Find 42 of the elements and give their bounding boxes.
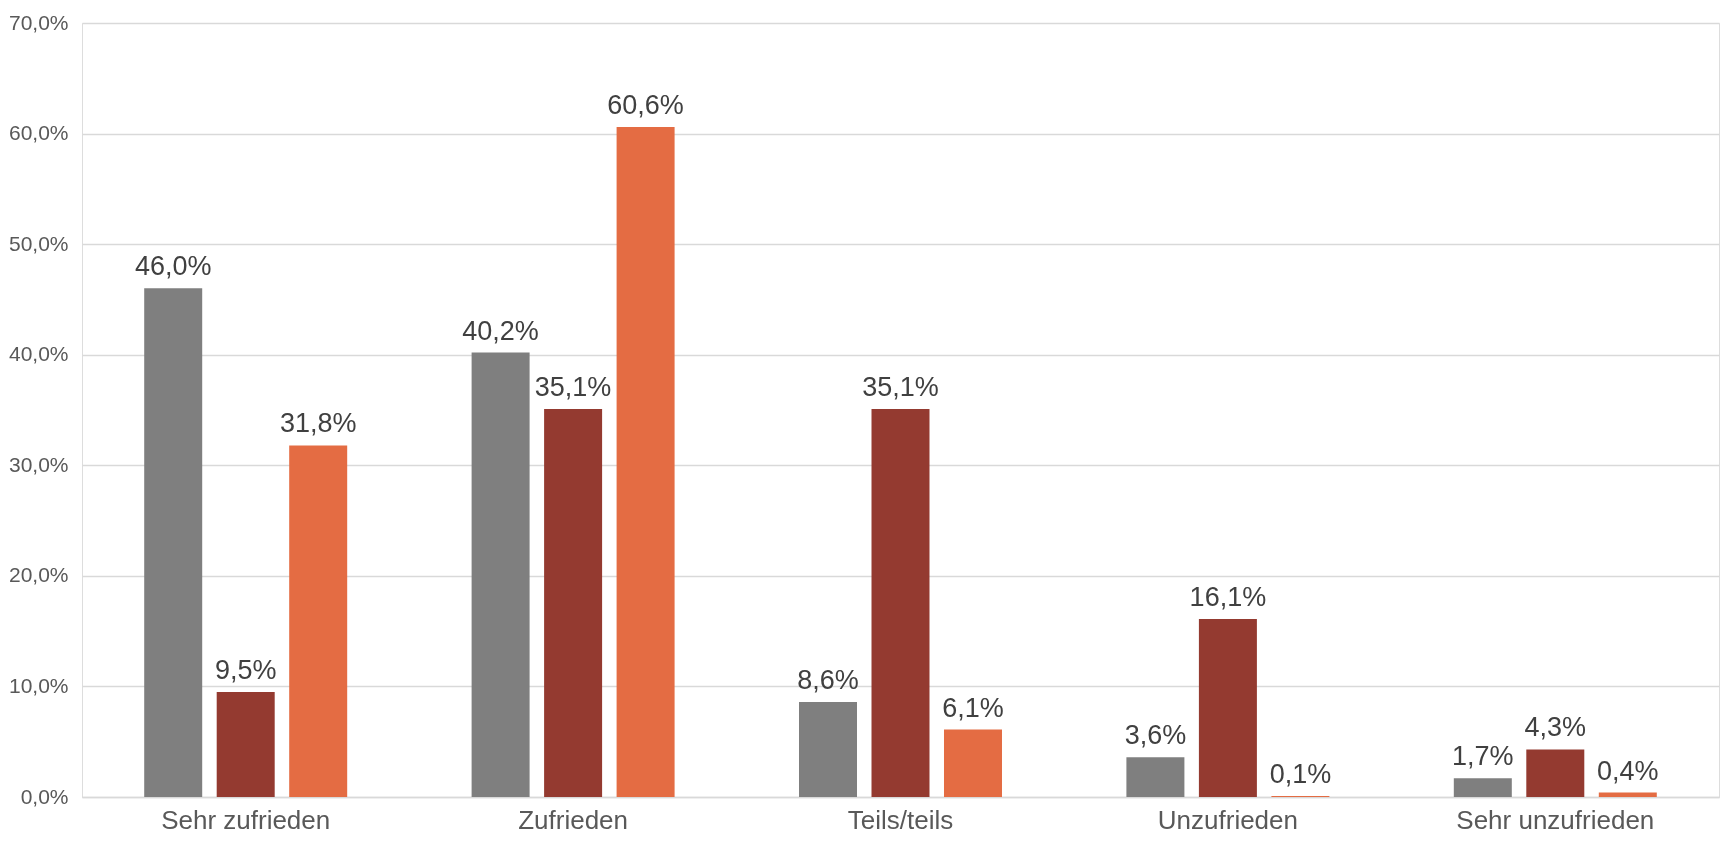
bar	[871, 408, 930, 797]
bar	[1126, 757, 1185, 797]
data-label: 31,8%	[279, 408, 357, 439]
bar	[1526, 749, 1585, 797]
bar	[544, 408, 603, 797]
x-tick-label: Zufrieden	[518, 804, 629, 835]
bar	[1598, 792, 1657, 797]
x-tick-label: Sehr unzufrieden	[1456, 804, 1655, 835]
y-tick-label: 40,0%	[8, 342, 69, 366]
data-label: 8,6%	[797, 664, 859, 695]
data-label: 6,1%	[942, 692, 1004, 723]
data-label: 60,6%	[607, 89, 684, 120]
bar	[289, 445, 348, 797]
bar	[1198, 618, 1257, 797]
bar	[144, 288, 203, 797]
y-tick-label: 70,0%	[8, 10, 69, 34]
bar	[944, 729, 1002, 797]
data-label: 3,6%	[1124, 720, 1187, 751]
data-label: 35,1%	[862, 371, 939, 402]
y-tick-label: 60,0%	[8, 121, 69, 145]
data-label: 9,5%	[214, 654, 277, 685]
y-tick-label: 0,0%	[20, 784, 69, 808]
y-tick-label: 50,0%	[8, 231, 69, 255]
bar	[471, 352, 530, 797]
y-tick-label: 30,0%	[8, 452, 69, 476]
x-tick-label: Unzufrieden	[1157, 804, 1298, 835]
data-label: 46,0%	[134, 251, 212, 282]
data-label: 16,1%	[1189, 581, 1267, 612]
data-label: 0,1%	[1269, 758, 1332, 789]
bar	[616, 126, 675, 797]
x-tick-label: Teils/teils	[847, 804, 954, 835]
data-label: 40,2%	[462, 315, 539, 346]
data-label: 35,1%	[534, 371, 612, 402]
bar	[216, 691, 275, 797]
y-tick-label: 20,0%	[8, 563, 69, 587]
data-label: 0,4%	[1597, 755, 1659, 786]
x-tick-label: Sehr zufrieden	[161, 804, 331, 835]
y-tick-label: 10,0%	[8, 673, 69, 697]
bar	[1453, 778, 1512, 797]
data-label: 1,7%	[1452, 741, 1514, 772]
data-label: 4,3%	[1524, 712, 1587, 743]
bar	[799, 701, 857, 797]
